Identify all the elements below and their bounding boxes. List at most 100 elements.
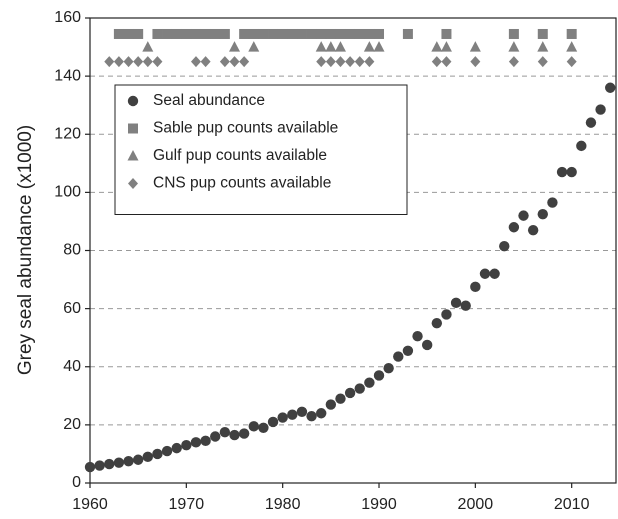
marker-diamond bbox=[239, 56, 250, 68]
legend-label: CNS pup counts available bbox=[153, 175, 331, 192]
marker-circle bbox=[161, 445, 173, 457]
marker-circle bbox=[450, 297, 462, 309]
marker-circle bbox=[127, 95, 139, 107]
legend-label: Sable pup counts available bbox=[153, 120, 338, 137]
marker-diamond bbox=[152, 56, 163, 68]
marker-diamond bbox=[219, 56, 230, 68]
y-tick-label: 140 bbox=[54, 67, 81, 84]
y-tick-label: 20 bbox=[63, 416, 81, 433]
marker-circle bbox=[123, 456, 134, 467]
y-tick-label: 120 bbox=[54, 125, 81, 142]
marker-circle bbox=[104, 458, 115, 470]
marker-diamond bbox=[566, 56, 577, 68]
marker-circle bbox=[537, 208, 548, 220]
marker-circle bbox=[479, 268, 491, 279]
marker-circle bbox=[508, 222, 520, 233]
marker-circle bbox=[499, 240, 510, 252]
marker-circle bbox=[344, 387, 356, 399]
marker-circle bbox=[132, 454, 144, 465]
marker-triangle bbox=[142, 41, 154, 52]
marker-circle bbox=[576, 140, 587, 152]
marker-circle bbox=[219, 426, 231, 438]
marker-diamond bbox=[364, 56, 375, 68]
marker-diamond bbox=[335, 56, 346, 68]
marker-square bbox=[162, 28, 173, 39]
marker-square bbox=[441, 28, 452, 39]
marker-triangle bbox=[325, 41, 337, 52]
marker-triangle bbox=[334, 41, 346, 52]
marker-circle bbox=[113, 457, 125, 468]
marker-circle bbox=[171, 442, 182, 454]
legend-box bbox=[114, 84, 408, 215]
marker-circle bbox=[277, 412, 288, 423]
marker-triangle bbox=[508, 41, 520, 52]
marker-circle bbox=[605, 82, 616, 93]
marker-circle bbox=[306, 410, 317, 422]
marker-square bbox=[123, 28, 134, 39]
plot-frame bbox=[89, 17, 617, 484]
marker-diamond bbox=[190, 56, 201, 68]
marker-square bbox=[354, 28, 365, 39]
marker-square bbox=[171, 28, 182, 39]
marker-triangle bbox=[469, 41, 481, 52]
marker-triangle bbox=[248, 41, 260, 52]
marker-square bbox=[190, 28, 201, 39]
marker-diamond bbox=[325, 56, 336, 68]
x-tick-label: 1960 bbox=[72, 496, 108, 513]
marker-square bbox=[268, 28, 279, 39]
x-tick-label: 2000 bbox=[458, 496, 494, 513]
marker-circle bbox=[94, 460, 105, 471]
marker-diamond bbox=[508, 56, 519, 68]
marker-circle bbox=[181, 440, 192, 451]
marker-triangle bbox=[440, 41, 452, 52]
marker-circle bbox=[287, 409, 298, 420]
marker-square bbox=[113, 28, 124, 39]
marker-circle bbox=[518, 210, 529, 221]
marker-circle bbox=[527, 224, 539, 236]
marker-circle bbox=[547, 197, 558, 208]
marker-circle bbox=[412, 331, 423, 342]
marker-circle bbox=[585, 117, 597, 128]
marker-square bbox=[335, 28, 346, 39]
marker-square bbox=[248, 28, 259, 39]
marker-square bbox=[239, 28, 250, 39]
marker-diamond bbox=[537, 56, 548, 68]
marker-circle bbox=[229, 429, 240, 441]
marker-diamond bbox=[316, 56, 327, 68]
marker-diamond bbox=[441, 56, 452, 68]
marker-square bbox=[537, 28, 548, 39]
marker-square bbox=[277, 28, 288, 39]
marker-diamond bbox=[128, 178, 138, 189]
marker-diamond bbox=[142, 56, 153, 68]
marker-diamond bbox=[200, 56, 211, 68]
marker-diamond bbox=[431, 56, 442, 68]
marker-circle bbox=[595, 104, 606, 115]
marker-triangle bbox=[315, 41, 327, 52]
marker-circle bbox=[335, 393, 346, 404]
y-tick-label: 0 bbox=[72, 474, 81, 491]
marker-square bbox=[566, 28, 577, 39]
marker-square bbox=[258, 28, 269, 39]
marker-square bbox=[210, 28, 221, 39]
marker-circle bbox=[248, 421, 259, 432]
marker-triangle bbox=[373, 41, 385, 52]
marker-circle bbox=[460, 300, 471, 311]
marker-circle bbox=[364, 377, 375, 388]
marker-diamond bbox=[133, 56, 144, 68]
marker-square bbox=[306, 28, 317, 39]
marker-circle bbox=[383, 363, 394, 374]
marker-square bbox=[345, 28, 356, 39]
y-tick-label: 40 bbox=[63, 358, 81, 375]
marker-square bbox=[325, 28, 336, 39]
marker-circle bbox=[325, 399, 337, 410]
marker-circle bbox=[489, 268, 500, 279]
marker-circle bbox=[556, 166, 568, 178]
marker-circle bbox=[190, 437, 202, 448]
marker-square bbox=[508, 28, 519, 39]
marker-triangle bbox=[363, 41, 375, 52]
marker-square bbox=[316, 28, 327, 39]
marker-circle bbox=[267, 416, 279, 428]
marker-triangle bbox=[127, 150, 139, 161]
marker-square bbox=[402, 28, 413, 39]
